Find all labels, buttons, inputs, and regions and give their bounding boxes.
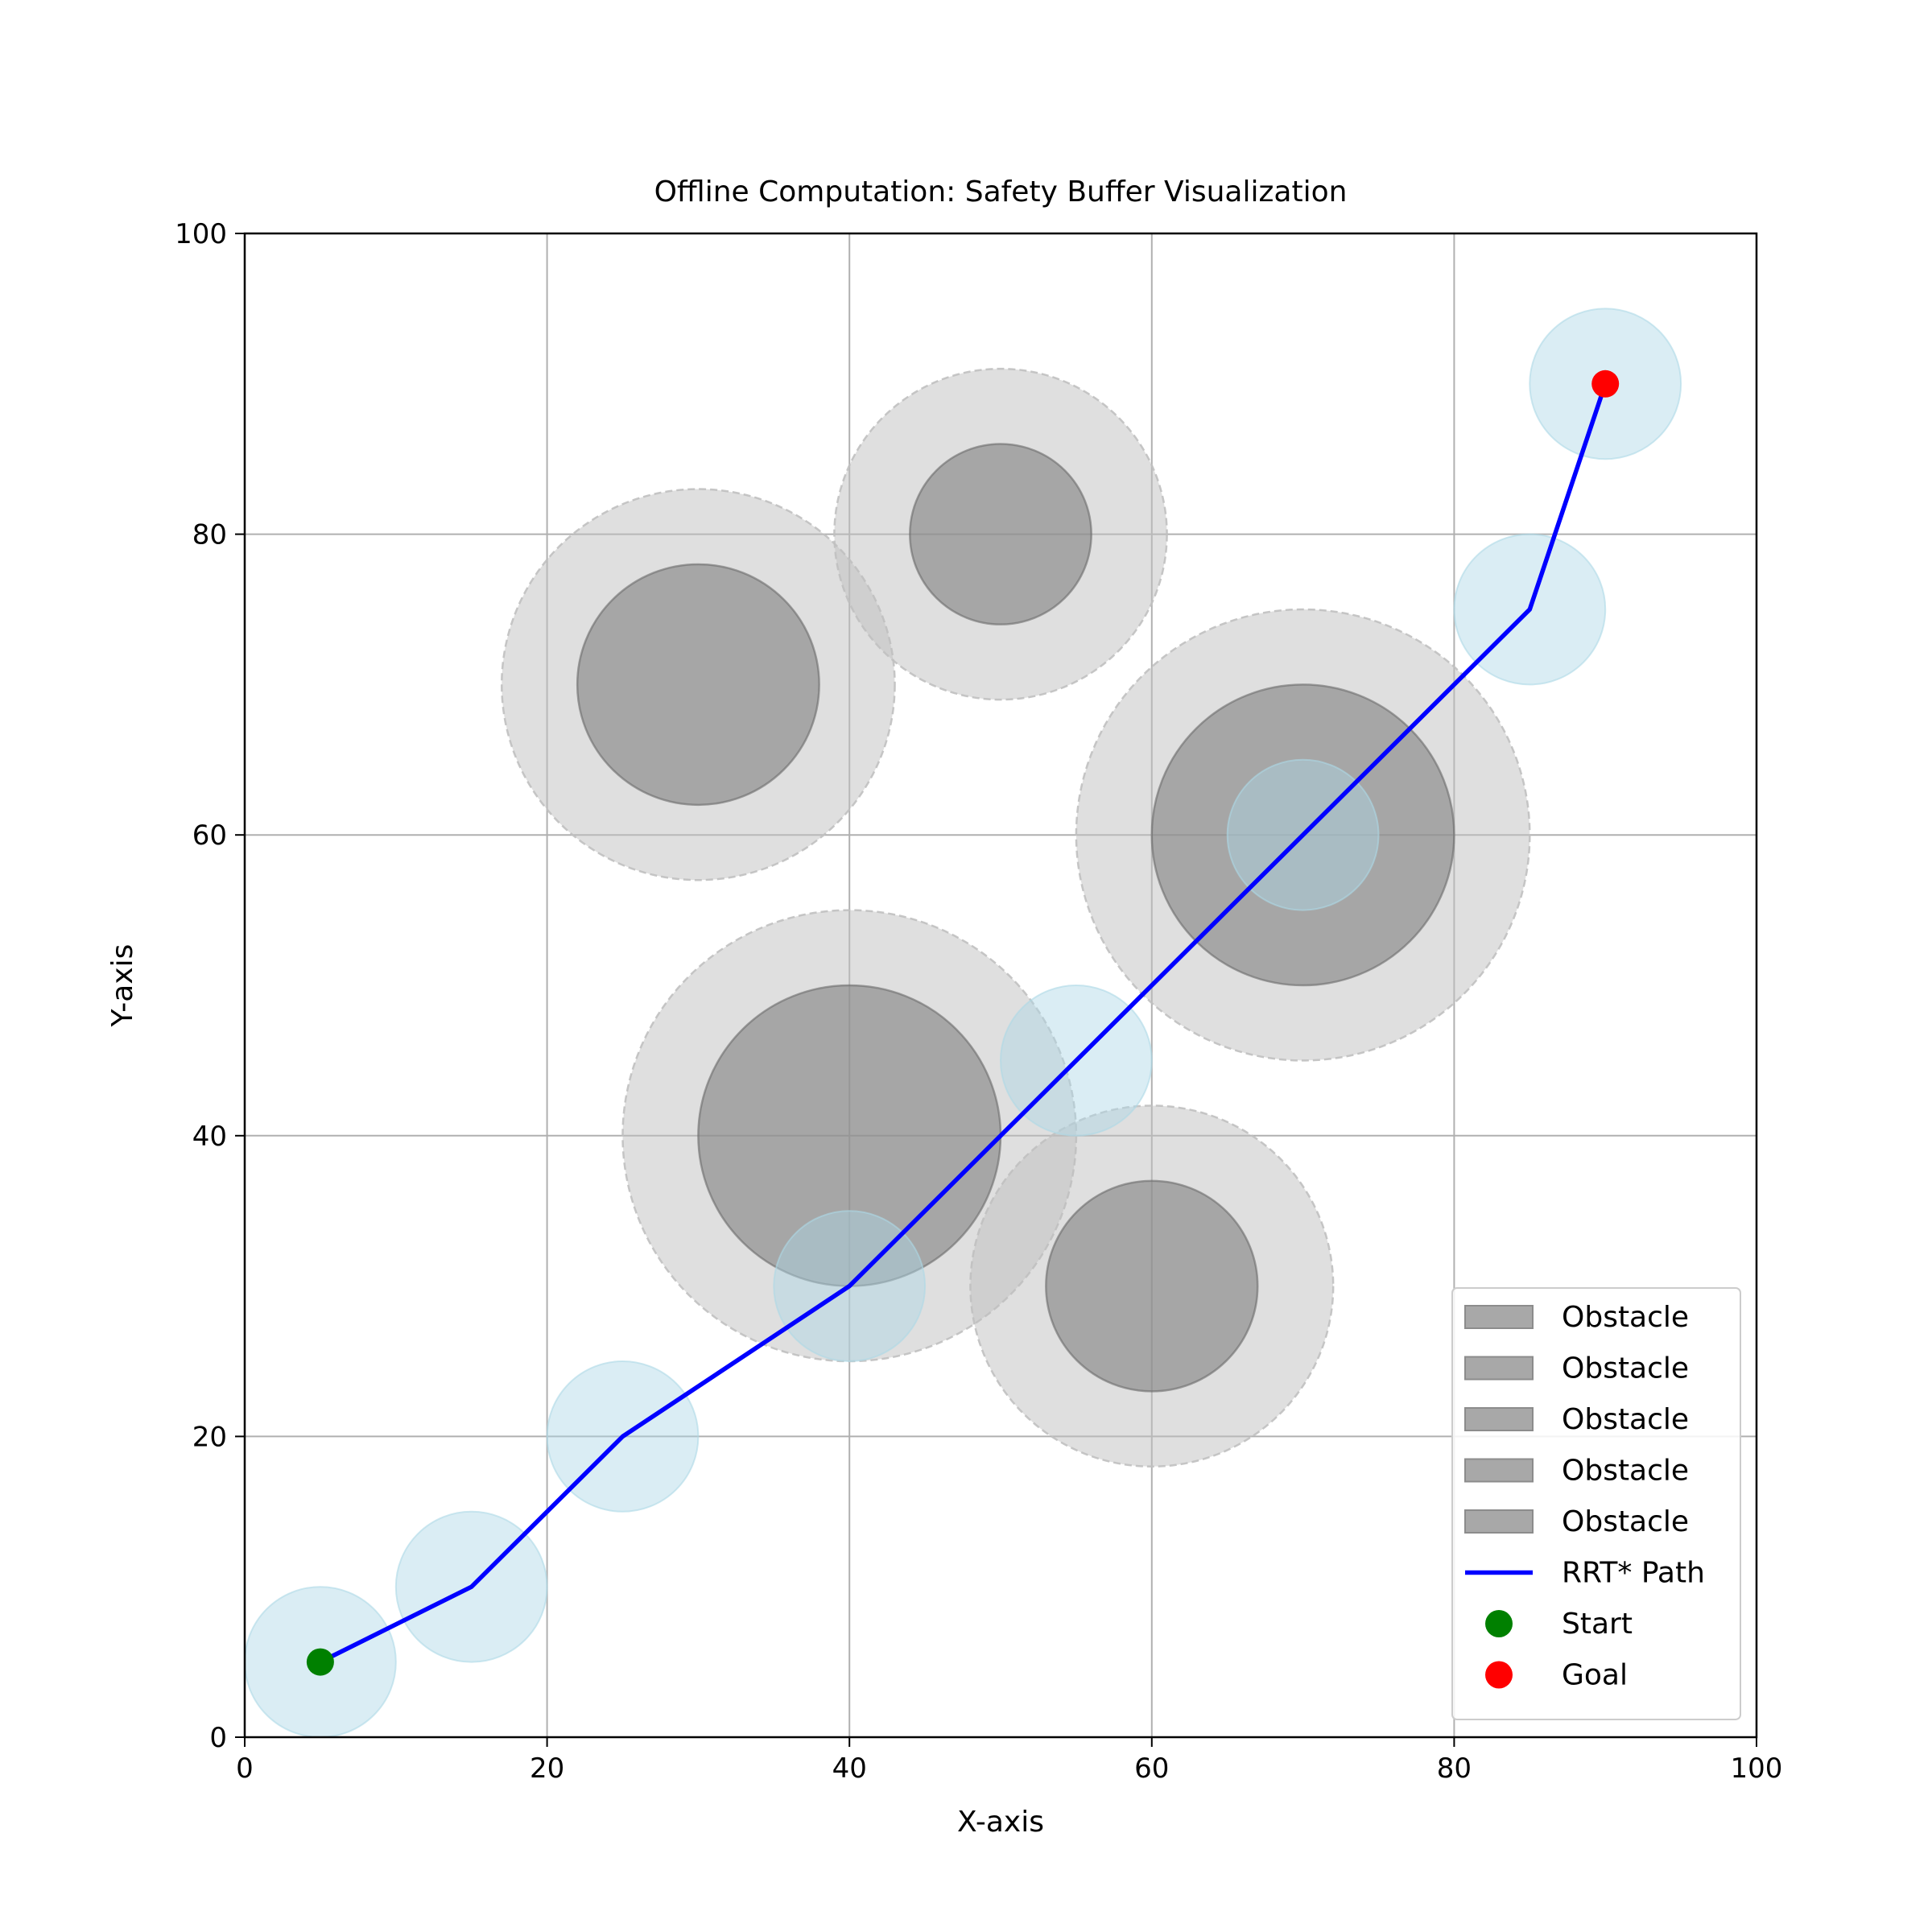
- start-marker: [306, 1648, 334, 1676]
- x-tick-label: 40: [832, 1752, 867, 1785]
- legend-label: RRT* Path: [1562, 1557, 1705, 1590]
- markers: [306, 369, 1620, 1676]
- legend-obstacle-swatch: [1464, 1509, 1534, 1534]
- rrt-path: [319, 382, 1608, 1665]
- legend-label: Goal: [1562, 1659, 1628, 1692]
- y-tick-label: 20: [192, 1421, 227, 1453]
- legend-label: Obstacle: [1562, 1301, 1689, 1334]
- legend-label: Obstacle: [1562, 1352, 1689, 1385]
- ticks: 0 20 40 60 80 100 0 20 40 60 80 100: [175, 218, 1782, 1785]
- legend-label: Obstacle: [1562, 1455, 1689, 1488]
- legend-obstacle-swatch: [1464, 1356, 1534, 1381]
- axes-frame: [243, 232, 1758, 1739]
- rrt-path-line: [319, 382, 1608, 1665]
- y-tick-label: 100: [175, 218, 227, 250]
- legend-marker-swatch: [1485, 1661, 1513, 1689]
- legend: Obstacle Obstacle Obstacle Obstacle Obstacle…: [1451, 1287, 1741, 1720]
- legend-marker-swatch: [1485, 1610, 1513, 1637]
- x-tick-label: 80: [1437, 1752, 1472, 1785]
- goal-marker: [1591, 369, 1620, 398]
- legend-obstacle-swatch: [1464, 1305, 1534, 1329]
- x-axis-label: X-axis: [957, 1806, 1044, 1839]
- legend-label: Obstacle: [1562, 1403, 1689, 1436]
- y-tick-label: 60: [192, 819, 227, 852]
- obstacle-circle: [909, 443, 1092, 625]
- y-tick-label: 0: [209, 1722, 227, 1754]
- y-tick-label: 80: [192, 519, 227, 551]
- x-tick-label: 60: [1134, 1752, 1169, 1785]
- x-tick-label: 100: [1731, 1752, 1783, 1785]
- y-tick-label: 40: [192, 1121, 227, 1153]
- legend-obstacle-swatch: [1464, 1407, 1534, 1431]
- legend-box: [1451, 1287, 1741, 1720]
- x-tick-label: 20: [530, 1752, 564, 1785]
- obstacle-circle: [576, 563, 820, 807]
- obstacle-circle: [1045, 1179, 1259, 1393]
- x-tick-label: 0: [236, 1752, 254, 1785]
- legend-obstacle-swatch: [1464, 1458, 1534, 1483]
- legend-label: Start: [1562, 1608, 1633, 1641]
- chart-title: Offline Computation: Safety Buffer Visua…: [654, 175, 1348, 208]
- legend-label: Obstacle: [1562, 1505, 1689, 1538]
- y-axis-label: Y-axis: [106, 944, 139, 1028]
